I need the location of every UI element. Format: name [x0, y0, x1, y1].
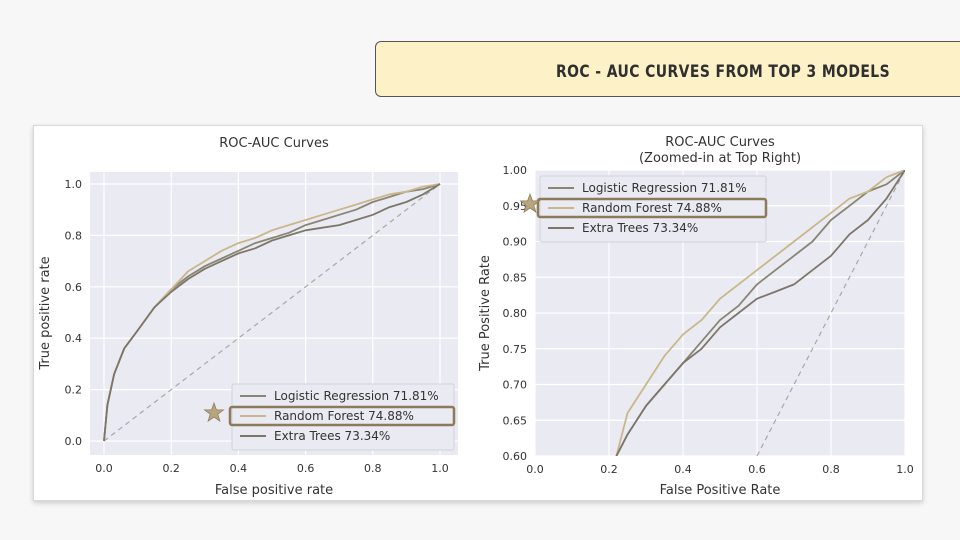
y-tick-label: 0.80 [503, 307, 528, 320]
y-tick-label: 1.00 [503, 164, 528, 177]
chart-title: ROC-AUC Curves [665, 135, 775, 150]
x-tick-label: 0.6 [297, 462, 315, 475]
star-icon [519, 192, 541, 214]
series-group [103, 183, 441, 442]
y-tick-label: 0.90 [503, 236, 528, 249]
y-tick-label: 0.60 [503, 450, 528, 463]
y-tick-label: 0.4 [65, 332, 83, 345]
y-tick-label: 0.65 [503, 414, 528, 427]
x-tick-label: 0.0 [526, 463, 544, 476]
y-axis-label: True positive rate [38, 256, 53, 370]
legend-entry: Logistic Regression 71.81% [274, 389, 439, 403]
chart-title: ROC-AUC Curves [219, 136, 329, 151]
x-tick-label: 0.8 [364, 462, 382, 475]
y-tick-label: 0.8 [65, 229, 83, 242]
y-tick-label: 0.2 [65, 384, 83, 397]
legend-highlight-box [536, 197, 768, 219]
x-tick-label: 0.2 [600, 463, 618, 476]
x-axis-label: False positive rate [215, 483, 333, 498]
x-tick-label: 0.4 [230, 462, 248, 475]
x-tick-label: 1.0 [896, 463, 914, 476]
y-tick-label: 0.75 [503, 343, 528, 356]
series-line [103, 183, 441, 442]
y-tick-label: 0.6 [65, 281, 83, 294]
x-tick-label: 0.2 [162, 462, 180, 475]
y-axis-label: True Positive Rate [478, 255, 493, 372]
y-tick-label: 0.0 [65, 435, 83, 448]
legend-entry: Extra Trees 73.34% [274, 429, 390, 443]
series-line [615, 170, 905, 456]
legend-entry: Random Forest 74.88% [582, 201, 722, 215]
title-banner [375, 41, 960, 97]
x-tick-label: 0.4 [674, 463, 692, 476]
x-tick-label: 0.8 [822, 463, 840, 476]
chance-diagonal-line [103, 183, 441, 442]
y-tick-label: 0.70 [503, 379, 528, 392]
x-axis-label: False Positive Rate [660, 483, 781, 498]
series-line [615, 170, 905, 456]
series-group [615, 170, 905, 456]
legend-entry: Random Forest 74.88% [274, 409, 414, 423]
y-tick-label: 0.85 [503, 271, 528, 284]
banner-title: ROC - AUC Curves from Top 3 Models [556, 62, 891, 82]
legend-highlight-box [228, 405, 456, 427]
legend-entry: Logistic Regression 71.81% [582, 181, 747, 195]
star-icon [203, 401, 225, 423]
x-tick-label: 0.6 [748, 463, 766, 476]
x-tick-label: 0.0 [95, 462, 113, 475]
y-tick-label: 1.0 [65, 178, 83, 191]
chart-subtitle: (Zoomed-in at Top Right) [639, 151, 801, 166]
x-tick-label: 1.0 [431, 462, 449, 475]
legend-entry: Extra Trees 73.34% [582, 221, 698, 235]
y-tick-label: 0.95 [503, 200, 528, 213]
